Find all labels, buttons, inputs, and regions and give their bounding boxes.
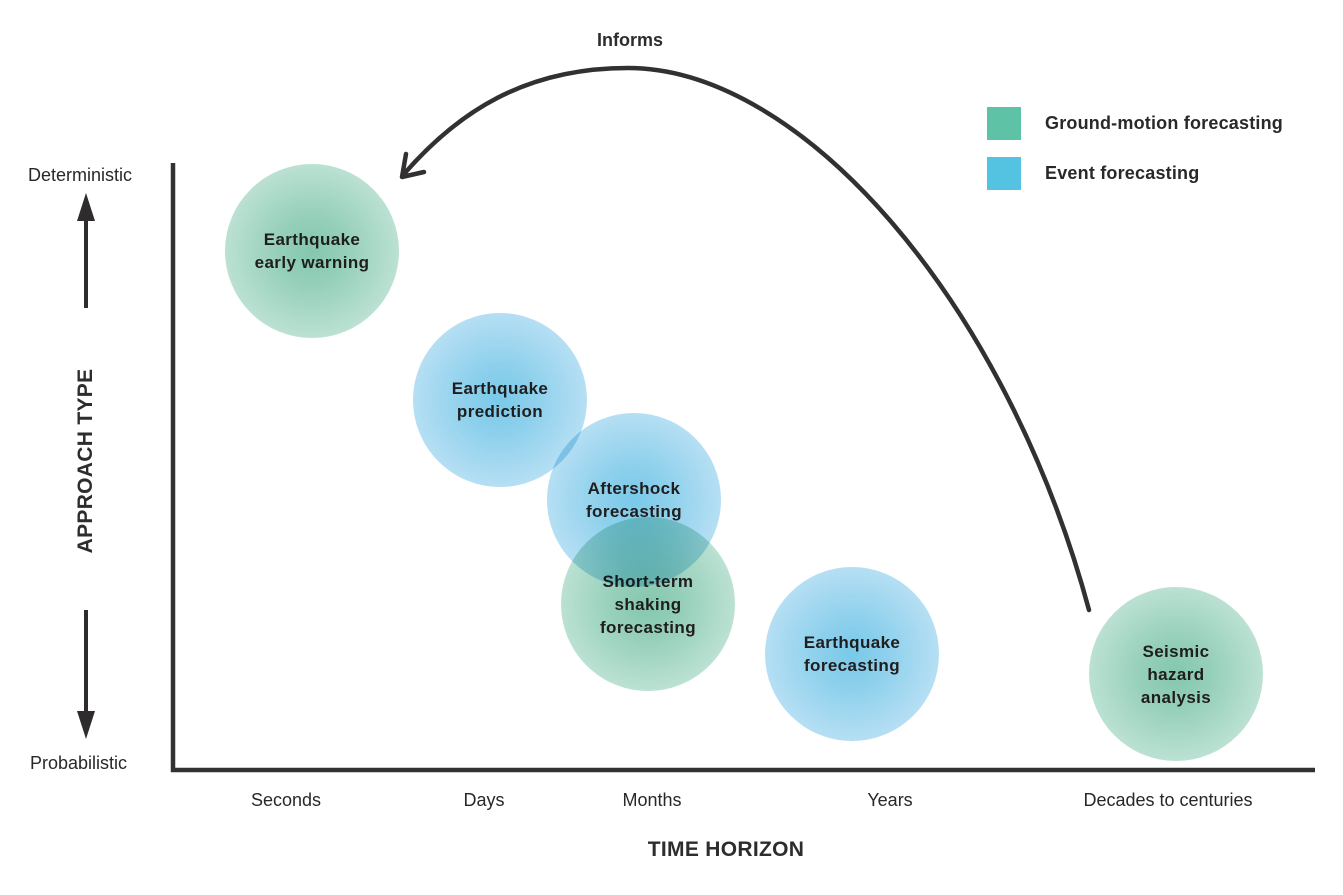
- bubble-label: Earthquake prediction: [451, 379, 549, 421]
- bubble-earthquake-forecasting: Earthquake forecasting: [765, 567, 939, 741]
- y-axis-bottom-label: Probabilistic: [30, 753, 128, 773]
- bubble-label: Short-term shaking forecasting: [599, 571, 697, 637]
- event-swatch-icon: [987, 157, 1021, 190]
- y-axis-top-label: Deterministic: [28, 165, 133, 185]
- probabilistic-arrow-icon: [77, 610, 95, 739]
- legend-item-ground-motion-forecasting: Ground-motion forecasting: [987, 107, 1283, 140]
- x-axis-title: TIME HORIZON: [647, 838, 805, 861]
- bubble-earthquake-early-warning: Earthquake early warning: [225, 164, 399, 338]
- x-tick-decades-to-centuries: Decades to centuries: [1083, 790, 1253, 810]
- informs-label: Informs: [596, 30, 664, 50]
- bubble-short-term-shaking-forecasting: Short-term shaking forecasting: [561, 517, 735, 691]
- x-tick-years: Years: [867, 790, 913, 810]
- deterministic-arrow-icon: [77, 193, 95, 308]
- x-tick-seconds: Seconds: [250, 790, 322, 810]
- legend-item-event-forecasting: Event forecasting: [987, 157, 1199, 190]
- bubble-label: Earthquake early warning: [254, 230, 370, 272]
- x-tick-days: Days: [463, 790, 505, 810]
- legend-label: Event forecasting: [1045, 163, 1200, 183]
- ground-motion-swatch-icon: [987, 107, 1021, 140]
- legend-label: Ground-motion forecasting: [1045, 113, 1283, 133]
- y-axis-title: APPROACH TYPE: [74, 368, 97, 554]
- bubble-seismic-hazard-analysis: Seismic hazard analysis: [1089, 587, 1263, 761]
- bubble-label: Earthquake forecasting: [803, 633, 901, 675]
- bubble-label: Aftershock forecasting: [585, 479, 683, 521]
- bubble-label: Seismic hazard analysis: [1140, 641, 1212, 707]
- x-tick-months: Months: [622, 790, 682, 810]
